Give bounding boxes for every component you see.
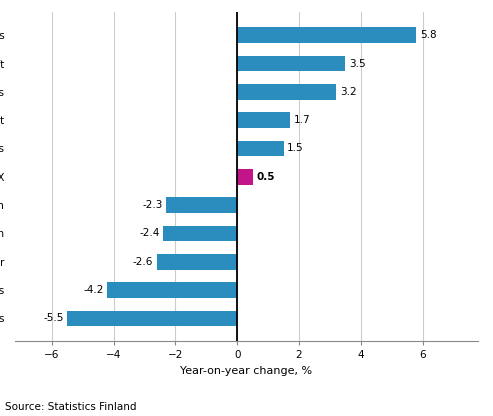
Text: -4.2: -4.2	[83, 285, 104, 295]
Bar	[237, 84, 336, 99]
Text: -2.3: -2.3	[142, 200, 163, 210]
X-axis label: Year-on-year change, %: Year-on-year change, %	[180, 366, 313, 376]
Text: -2.4: -2.4	[139, 228, 159, 238]
Text: 0.5: 0.5	[256, 172, 275, 182]
Text: 3.5: 3.5	[349, 59, 366, 69]
Bar	[166, 197, 237, 213]
Bar	[107, 282, 237, 298]
Bar	[237, 169, 253, 185]
Bar	[157, 254, 237, 270]
Text: -2.6: -2.6	[133, 257, 153, 267]
Text: 1.5: 1.5	[287, 144, 304, 154]
Bar	[163, 225, 237, 241]
Bar	[68, 311, 237, 326]
Text: Source: Statistics Finland: Source: Statistics Finland	[5, 402, 137, 412]
Text: 5.8: 5.8	[420, 30, 437, 40]
Bar	[237, 112, 290, 128]
Text: 3.2: 3.2	[340, 87, 356, 97]
Bar	[237, 141, 283, 156]
Bar	[237, 27, 417, 43]
Text: -5.5: -5.5	[43, 313, 64, 323]
Text: 1.7: 1.7	[293, 115, 310, 125]
Bar	[237, 56, 346, 71]
